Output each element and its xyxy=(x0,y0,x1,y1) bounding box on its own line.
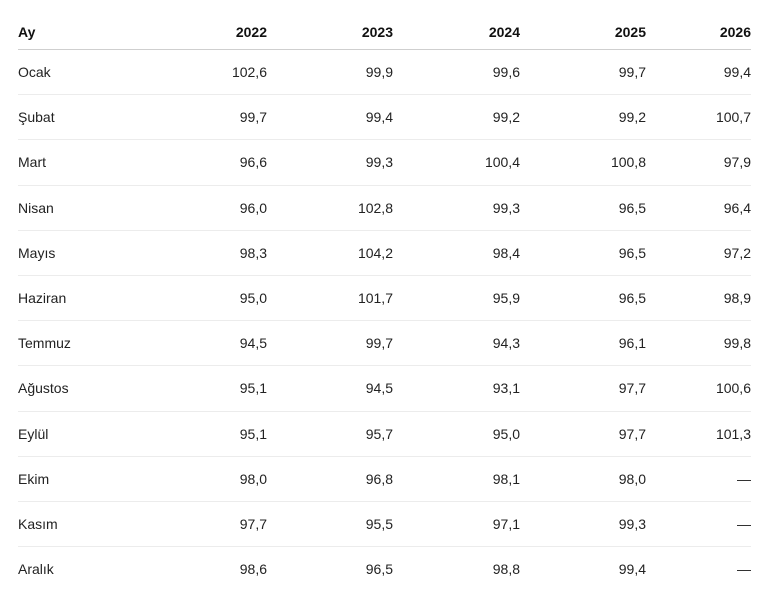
value-cell: 96,5 xyxy=(520,275,646,322)
value-cell: 102,8 xyxy=(267,185,393,231)
month-cell: Haziran xyxy=(18,275,158,322)
value-cell: 96,0 xyxy=(158,185,267,231)
table-row: Mart 96,6 99,3 100,4 100,8 97,9 xyxy=(18,139,751,186)
value-cell: 99,3 xyxy=(520,501,646,548)
value-cell: 100,4 xyxy=(393,139,520,186)
value-cell: — xyxy=(646,456,751,502)
value-cell: 100,6 xyxy=(646,365,751,412)
value-cell: 101,3 xyxy=(646,411,751,457)
value-cell: 94,5 xyxy=(158,320,267,367)
value-cell: 99,3 xyxy=(393,185,520,231)
month-cell: Temmuz xyxy=(18,320,158,367)
header-cell: 2024 xyxy=(393,14,520,50)
value-cell: 98,6 xyxy=(239,561,267,578)
value-cell: 96,5 xyxy=(520,185,646,231)
value-cell: 94,5 xyxy=(267,365,393,412)
month-cell: Eylül xyxy=(18,411,158,457)
table-row: Kasım 97,7 95,5 97,1 99,3— xyxy=(18,501,751,548)
value-cell: 100,8 xyxy=(520,139,646,186)
month-cell: Mart xyxy=(18,139,158,186)
value-cell: 95,1 xyxy=(158,365,267,412)
value-cell: 96,5 xyxy=(520,230,646,276)
month-cell: Kasım xyxy=(18,501,158,548)
month-cell: Ekim xyxy=(18,456,158,502)
value-cell: 96,5 xyxy=(365,561,393,578)
value-cell: 98,0 xyxy=(158,456,267,502)
value-cell: 99,4 xyxy=(267,94,393,141)
value-cell: 93,1 xyxy=(393,365,520,412)
table-header: Ay 2022 2023 2024 2025 2026 xyxy=(18,14,751,50)
value-cell: 95,5 xyxy=(267,501,393,548)
value-cell: 99,6 xyxy=(393,49,520,96)
table-row: Ocak 102,6 99,9 99,6 99,7 99,4 xyxy=(18,49,751,96)
header-cell: 2022 xyxy=(158,14,267,50)
value-cell: 95,1 xyxy=(158,411,267,457)
table-row: Şubat 99,7 99,4 99,2 99,2 100,7 xyxy=(18,94,751,141)
value-cell: 96,6 xyxy=(158,139,267,186)
table-row: Ağustos 95,1 94,5 93,1 97,7 100,6 xyxy=(18,365,751,412)
value-cell: 102,6 xyxy=(158,49,267,96)
value-cell: 98,8 xyxy=(492,561,520,578)
value-cell: 104,2 xyxy=(267,230,393,276)
value-cell: 96,4 xyxy=(646,185,751,231)
value-cell: 98,9 xyxy=(646,275,751,322)
month-cell: Nisan xyxy=(18,185,158,231)
header-cell: 2026 xyxy=(646,14,751,50)
header-cell: Ay xyxy=(18,14,158,50)
value-cell: 98,4 xyxy=(393,230,520,276)
value-cell: 98,0 xyxy=(520,456,646,502)
value-cell: 99,2 xyxy=(520,94,646,141)
month-cell: Ağustos xyxy=(18,365,158,412)
value-cell: — xyxy=(646,501,751,548)
table-row: Aralık 98,6 96,5 98,8 99,4 — xyxy=(18,547,751,592)
value-cell: — xyxy=(737,561,751,578)
value-cell: 99,2 xyxy=(393,94,520,141)
table-row: Mayıs 98,3 104,2 98,4 96,5 97,2 xyxy=(18,230,751,276)
table-row: Nisan 96,0 102,8 99,3 96,5 96,4 xyxy=(18,185,751,231)
header-cell: 2023 xyxy=(267,14,393,50)
value-cell: 97,1 xyxy=(393,501,520,548)
data-table: Ay 2022 2023 2024 2025 2026 Ocak 102,6 99,9 99,6… xyxy=(18,14,751,591)
table-row: Temmuz 94,5 99,7 94,3 96,1 99,8 xyxy=(18,320,751,367)
table-body: Ocak 102,6 99,9 99,6 99,7 99,4 Şubat 99,7 99,4 99… xyxy=(18,49,751,592)
value-cell: 99,4 xyxy=(646,49,751,96)
month-cell: Şubat xyxy=(18,94,158,141)
value-cell: 98,1 xyxy=(393,456,520,502)
month-cell: Ocak xyxy=(18,49,158,96)
value-cell: 96,1 xyxy=(520,320,646,367)
value-cell: 98,3 xyxy=(158,230,267,276)
value-cell: 99,7 xyxy=(520,49,646,96)
table-row: Eylül 95,1 95,7 95,0 97,7 101,3 xyxy=(18,411,751,457)
value-cell: 97,7 xyxy=(158,501,267,548)
value-cell: 99,7 xyxy=(158,94,267,141)
value-cell: 99,7 xyxy=(267,320,393,367)
value-cell: 96,8 xyxy=(267,456,393,502)
value-cell: 94,3 xyxy=(393,320,520,367)
value-cell: 95,0 xyxy=(393,411,520,457)
page: Ay 2022 2023 2024 2025 2026 Ocak 102,6 99,9 99,6… xyxy=(0,14,770,607)
table-row: Haziran 95,0 101,7 95,9 96,5 98,9 xyxy=(18,275,751,322)
value-cell: 97,7 xyxy=(520,411,646,457)
value-cell: 97,2 xyxy=(646,230,751,276)
month-cell: Aralık xyxy=(18,561,54,578)
value-cell: 99,8 xyxy=(646,320,751,367)
value-cell: 97,7 xyxy=(520,365,646,412)
header-row: Ay 2022 2023 2024 2025 2026 xyxy=(18,14,751,50)
value-cell: 97,9 xyxy=(646,139,751,186)
value-cell: 95,7 xyxy=(267,411,393,457)
value-cell: 95,9 xyxy=(393,275,520,322)
month-cell: Mayıs xyxy=(18,230,158,276)
value-cell: 100,7 xyxy=(646,94,751,141)
value-cell: 99,4 xyxy=(618,561,646,578)
value-cell: 95,0 xyxy=(158,275,267,322)
value-cell: 99,3 xyxy=(267,139,393,186)
header-cell: 2025 xyxy=(520,14,646,50)
value-cell: 99,9 xyxy=(267,49,393,96)
value-cell: 101,7 xyxy=(267,275,393,322)
table-row: Ekim 98,0 96,8 98,1 98,0— xyxy=(18,456,751,502)
